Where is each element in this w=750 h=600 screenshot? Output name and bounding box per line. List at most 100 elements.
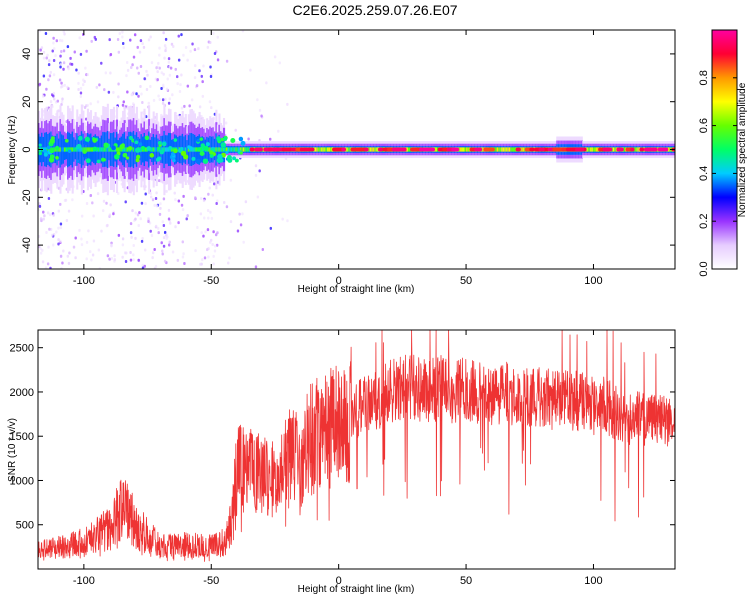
spectrogram-cell xyxy=(202,199,206,203)
spectrogram-cell xyxy=(67,67,70,71)
spectrogram-peak xyxy=(643,147,658,152)
spectrogram-cell xyxy=(52,97,56,101)
spectrogram-cell xyxy=(614,147,617,152)
spectrogram-cell xyxy=(199,262,202,266)
spectrogram-cell xyxy=(85,117,88,121)
spectrogram-cell xyxy=(209,210,212,214)
spectrogram-cell xyxy=(208,100,212,104)
spectrogram-cell xyxy=(122,42,125,46)
spectrogram-cell xyxy=(59,147,62,152)
spectrogram-peak xyxy=(419,147,436,152)
spectrogram-cell xyxy=(80,214,84,218)
spectrogram-cell xyxy=(100,147,103,152)
spectrogram-cell xyxy=(113,258,117,262)
spectrogram-cell xyxy=(206,208,210,212)
colorbar-tick-label: 0.6 xyxy=(698,118,710,133)
colorbar-tick-label: 0.8 xyxy=(698,70,710,85)
spectrogram-cell xyxy=(53,47,56,51)
spectrogram-cell xyxy=(66,254,70,258)
spectrogram-peak xyxy=(254,147,263,152)
spectrogram-cell xyxy=(103,88,106,92)
spectrogram-cell xyxy=(67,149,72,153)
spectrogram-cell xyxy=(164,37,168,41)
spectrogram-cell xyxy=(591,147,594,152)
snr-y-ticks: 500 1000 1500 2000 2500 xyxy=(10,343,675,532)
spectrogram-cell xyxy=(187,147,190,152)
spectrogram-cell xyxy=(199,137,203,141)
spectrogram-cell xyxy=(63,147,67,152)
spectrogram-cell xyxy=(159,202,162,206)
spectrogram-cell xyxy=(159,149,165,155)
spectrogram-cell xyxy=(161,252,164,256)
spectrogram-cell xyxy=(74,236,77,240)
snr-xlabel: Height of straight line (km) xyxy=(298,584,415,595)
spectrogram-cell xyxy=(221,147,224,152)
spectrogram-cell xyxy=(158,46,161,50)
spectrogram-cell xyxy=(186,84,190,88)
spectrogram-cell xyxy=(109,203,112,207)
spectrogram-cell xyxy=(145,88,149,92)
spectrogram-cell xyxy=(106,147,109,152)
spectrogram-cell xyxy=(66,85,69,89)
spectrogram-cell xyxy=(82,78,85,82)
spectrogram-cell xyxy=(260,114,263,118)
spectrogram-cell xyxy=(161,98,165,102)
spectrogram-cell xyxy=(150,61,154,65)
spectrogram-cell xyxy=(44,147,47,152)
spectrogram-cell xyxy=(220,142,226,148)
spectrogram-cell xyxy=(330,147,333,152)
spectrogram-cell xyxy=(667,147,670,152)
spectrogram-cell xyxy=(209,150,214,155)
spectrogram-cell xyxy=(152,147,155,152)
spectrogram-cell xyxy=(249,68,252,72)
spectrogram-cell xyxy=(210,106,213,110)
spectrogram-cell xyxy=(140,145,146,151)
spectrogram-cell xyxy=(119,147,122,152)
spectrogram-cell xyxy=(106,254,110,258)
spectrogram-cell xyxy=(183,104,186,108)
spectrogram-cell xyxy=(177,199,181,203)
spectrogram-cell xyxy=(463,147,466,152)
spectrogram-cell xyxy=(126,106,129,110)
spectrogram-cell xyxy=(169,66,173,70)
spectrogram-cell xyxy=(141,237,144,241)
spectrogram-cell xyxy=(89,250,92,254)
spectrogram-cell xyxy=(147,101,150,105)
spectrogram-cell xyxy=(163,259,167,263)
spectrogram-cell xyxy=(45,147,48,152)
spectrogram-cell xyxy=(55,39,59,43)
spectrogram-cell xyxy=(212,254,215,258)
spectrogram-cell xyxy=(235,147,238,152)
spectrogram-cell xyxy=(502,147,505,152)
spectrogram-cell xyxy=(508,147,511,152)
spectrogram-cell xyxy=(59,54,62,58)
spectrogram-cell xyxy=(62,49,66,53)
spectrogram-cell xyxy=(273,55,277,59)
spectrogram-cell xyxy=(510,147,513,152)
spectrogram-cell xyxy=(205,142,210,147)
spectrogram-cell xyxy=(203,216,206,220)
spectrogram-cell xyxy=(149,195,153,199)
spectrogram-cell xyxy=(96,159,101,164)
spectrogram-cell xyxy=(49,70,52,74)
spectrogram-cell xyxy=(76,159,80,164)
spectrogram-cell xyxy=(216,147,219,152)
spectrogram-cell xyxy=(162,83,165,87)
spectrogram-cell xyxy=(269,226,273,230)
spectrogram-cell xyxy=(71,147,74,152)
spectrogram-cell xyxy=(180,106,184,110)
spectrogram-cell xyxy=(52,41,55,45)
y-tick-label: 0 xyxy=(21,146,33,152)
spectrogram-cell xyxy=(157,94,160,98)
spectrogram-cell xyxy=(126,60,129,64)
spectrogram-cell xyxy=(107,90,111,94)
spectrogram-cell xyxy=(102,147,105,152)
spectrogram-cell xyxy=(186,58,189,62)
spectrogram-peak xyxy=(639,147,645,152)
snr-line xyxy=(38,330,675,562)
spectrogram-cell xyxy=(188,146,194,151)
spectrogram-cell xyxy=(137,224,140,228)
spectrogram-cell xyxy=(202,158,209,164)
spectrogram-cell xyxy=(79,52,83,56)
